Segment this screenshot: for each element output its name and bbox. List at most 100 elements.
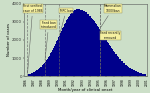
Bar	[68, 17, 69, 76]
Bar	[47, 59, 48, 76]
Bar	[99, 29, 100, 76]
Bar	[50, 53, 51, 76]
Bar	[100, 31, 101, 76]
Bar	[104, 37, 105, 76]
Bar	[91, 18, 92, 76]
Bar	[30, 74, 31, 76]
Bar	[129, 68, 130, 76]
Bar	[86, 12, 87, 76]
Bar	[33, 72, 34, 76]
Text: MRC ban: MRC ban	[60, 9, 73, 33]
Bar	[89, 16, 90, 76]
Bar	[67, 19, 68, 76]
Bar	[82, 10, 83, 76]
Bar	[110, 46, 111, 76]
Bar	[45, 62, 46, 76]
Bar	[57, 40, 58, 76]
Bar	[77, 9, 78, 76]
Bar	[48, 57, 49, 76]
Bar	[142, 73, 143, 76]
Bar	[85, 12, 86, 76]
Bar	[81, 10, 82, 76]
Bar	[126, 65, 127, 76]
Bar	[35, 71, 36, 76]
Bar	[119, 58, 120, 76]
Text: Feed ban
introduced: Feed ban introduced	[41, 21, 57, 60]
Y-axis label: Number of cases: Number of cases	[7, 24, 10, 56]
Text: Mammalian
1000/ban: Mammalian 1000/ban	[101, 4, 122, 27]
Bar	[107, 42, 108, 76]
Bar	[71, 13, 72, 76]
Bar	[95, 23, 96, 76]
Bar	[64, 24, 65, 76]
Bar	[143, 74, 144, 76]
Bar	[72, 12, 73, 76]
Bar	[76, 9, 77, 76]
Bar	[96, 24, 97, 76]
Bar	[62, 28, 63, 76]
Bar	[92, 19, 93, 76]
Bar	[112, 50, 113, 76]
Bar	[90, 17, 91, 76]
Bar	[66, 20, 67, 76]
Bar	[137, 72, 138, 76]
Bar	[36, 70, 37, 76]
Bar	[115, 54, 116, 76]
Bar	[60, 33, 61, 76]
Bar	[106, 41, 107, 76]
Bar	[78, 9, 79, 76]
Bar	[109, 45, 110, 76]
Bar	[124, 63, 125, 76]
Bar	[74, 10, 75, 76]
Bar	[84, 11, 85, 76]
Bar	[73, 11, 74, 76]
Bar	[102, 33, 103, 76]
Bar	[32, 73, 33, 76]
Bar	[42, 65, 43, 76]
Bar	[39, 68, 40, 76]
Bar	[133, 70, 134, 76]
Bar	[29, 74, 30, 76]
Bar	[58, 37, 59, 76]
Bar	[31, 73, 32, 76]
Bar	[34, 72, 35, 76]
Bar	[132, 69, 133, 76]
Bar	[61, 31, 62, 76]
Bar	[65, 23, 66, 76]
Bar	[134, 70, 135, 76]
Bar	[38, 69, 39, 76]
Bar	[94, 22, 95, 76]
Bar	[120, 59, 121, 76]
Bar	[83, 11, 84, 76]
Bar	[70, 14, 71, 76]
Bar	[117, 56, 118, 76]
Bar	[123, 63, 124, 76]
Bar	[52, 50, 53, 76]
Bar	[46, 60, 47, 76]
Bar	[103, 36, 104, 76]
Bar	[41, 66, 42, 76]
Bar	[144, 74, 145, 76]
Bar	[56, 41, 57, 76]
Text: First verified
case of 1986: First verified case of 1986	[23, 4, 42, 73]
Bar	[69, 16, 70, 76]
Bar	[127, 66, 128, 76]
Bar	[53, 48, 54, 76]
Bar	[59, 36, 60, 76]
Bar	[101, 32, 102, 76]
Bar	[114, 52, 115, 76]
Bar	[136, 71, 137, 76]
Bar	[87, 14, 88, 76]
Bar	[135, 71, 136, 76]
Bar	[131, 69, 132, 76]
Bar	[93, 20, 94, 76]
Bar	[37, 70, 38, 76]
Bar	[79, 9, 80, 76]
Bar	[141, 73, 142, 76]
Bar	[80, 9, 81, 76]
Bar	[125, 65, 126, 76]
Bar	[44, 63, 45, 76]
Bar	[75, 10, 76, 76]
Bar	[140, 73, 141, 76]
Bar	[145, 74, 146, 76]
